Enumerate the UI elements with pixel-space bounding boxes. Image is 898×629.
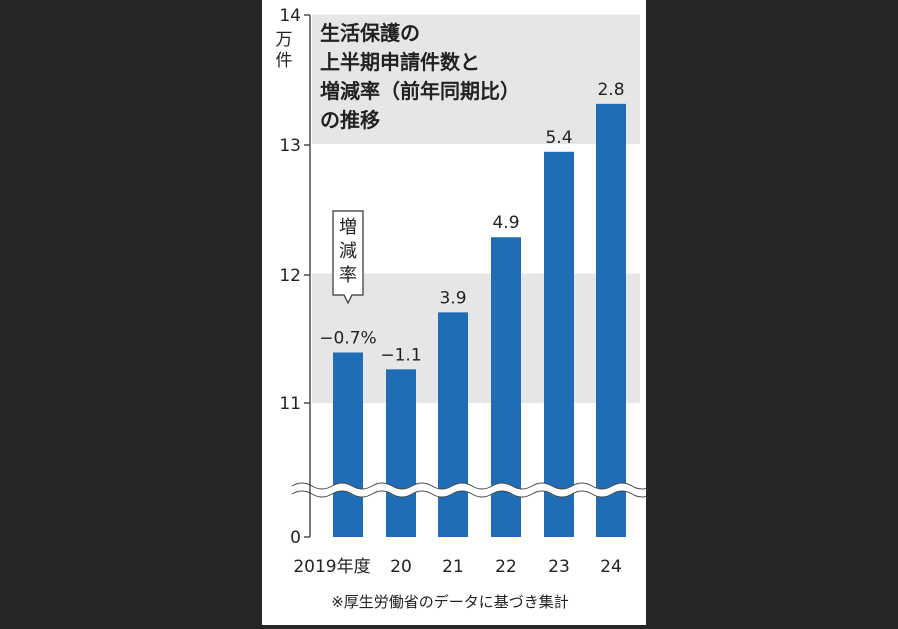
bar-24: [596, 103, 626, 537]
x-tick-label: 20: [390, 557, 412, 577]
grid-band: [312, 14, 640, 144]
x-tick-label: 21: [442, 557, 464, 577]
x-tick-label: 2019年度: [293, 557, 370, 577]
bar-23: [544, 151, 574, 537]
callout-char: 増: [339, 217, 357, 238]
data-label: 3.9: [439, 288, 466, 308]
bar-20: [386, 369, 416, 537]
y-tick-label: 12: [279, 266, 301, 286]
data-label: −0.7%: [319, 328, 376, 348]
chart-title-line: の推移: [320, 108, 380, 132]
data-label: 5.4: [545, 128, 572, 148]
callout-char: 減: [339, 241, 357, 262]
bar-21: [438, 312, 468, 537]
chart-title-line: 生活保護の: [320, 21, 420, 45]
y-tick-label: 0: [290, 528, 301, 548]
axis-break: [289, 482, 655, 498]
y-axis-label: 万: [276, 30, 293, 50]
x-tick-label: 23: [548, 557, 570, 577]
bar-2019年度: [333, 352, 363, 537]
y-tick-label: 13: [279, 136, 301, 156]
grid-band: [312, 273, 640, 403]
source-note: ※厚生労働省のデータに基づき集計: [331, 593, 569, 611]
x-tick-label: 22: [495, 557, 517, 577]
chart-panel: 0 11 12 13 14 万件 生活保護の 上半期申請件数と 増減率（前年同期比） の推移 …: [262, 0, 655, 625]
rate-callout: 増減率: [332, 210, 364, 305]
y-tick-label: 11: [279, 394, 301, 414]
x-tick-label: 24: [600, 557, 622, 577]
callout-char: 率: [339, 265, 357, 286]
chart-title-line: 上半期申請件数と: [320, 50, 480, 74]
data-label: −1.1: [380, 345, 421, 365]
y-axis-label: 件: [276, 51, 293, 71]
data-label: 2.8: [597, 80, 624, 100]
y-tick-label: 14: [279, 6, 301, 26]
data-label: 4.9: [492, 213, 519, 233]
chart-title-line: 増減率（前年同期比）: [320, 79, 520, 103]
